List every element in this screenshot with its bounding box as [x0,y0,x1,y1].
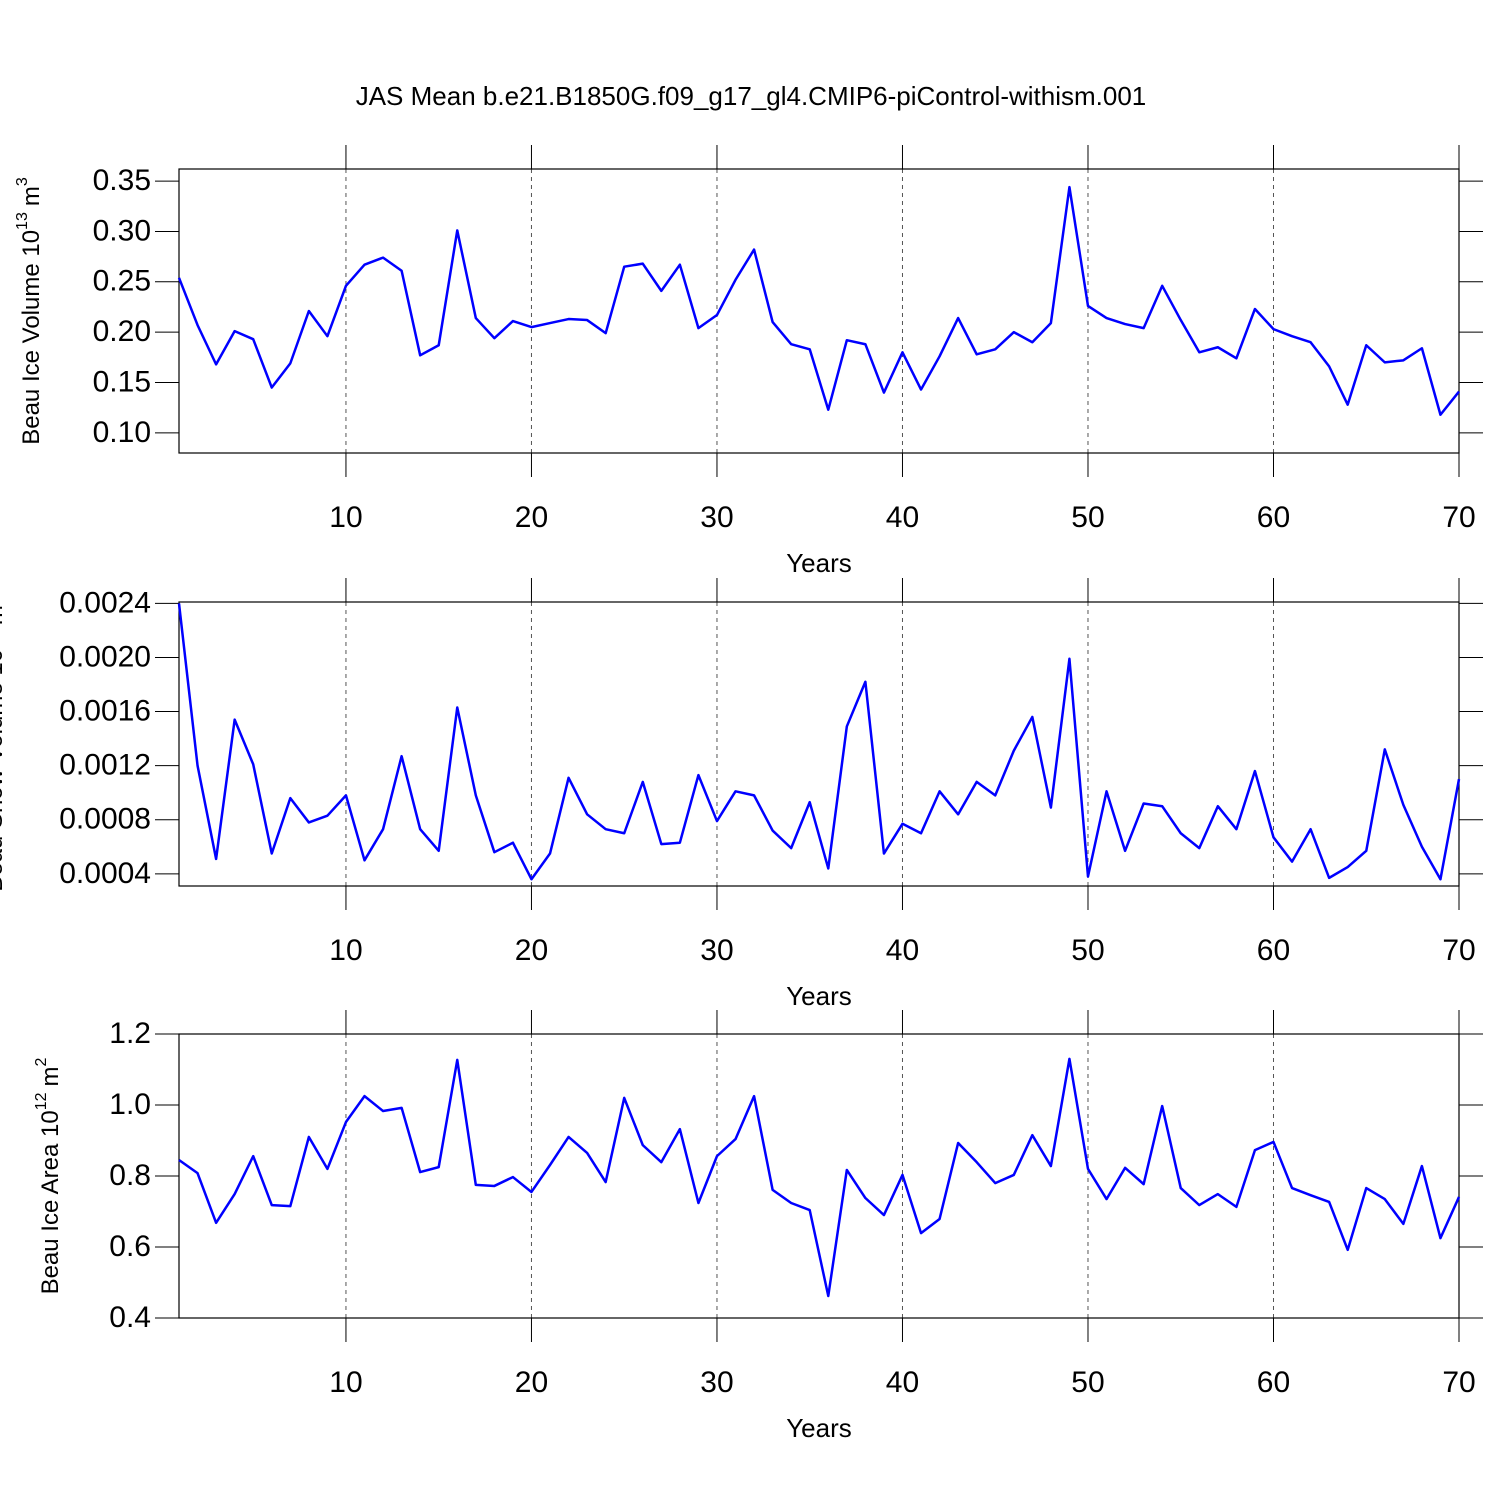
y-axis-label: Beau Ice Area 1012 m2 [33,1057,64,1294]
y-axis-label-unit-sup: 2 [33,1057,50,1066]
x-tick-label: 10 [329,934,362,967]
y-axis-label-unit: m [18,186,45,206]
x-tick-label: 30 [700,1366,733,1399]
x-tick-label: 70 [1442,501,1475,534]
x-axis-label: Years [786,1413,852,1443]
y-tick-label: 0.35 [93,164,151,197]
y-axis-label-text: Beau Ice Volume 10 [18,230,45,445]
y-tick-label: 0.25 [93,265,151,298]
x-axis-label: Years [786,981,852,1011]
x-tick-label: 20 [515,501,548,534]
y-tick-label: 0.0004 [59,857,151,890]
x-tick-label: 30 [700,501,733,534]
y-axis-label-sup: 12 [33,1092,50,1110]
plot-frame [178,1033,1460,1319]
plot-frame [178,601,1460,887]
y-tick-label: 0.15 [93,365,151,398]
y-tick-label: 1.0 [109,1088,151,1121]
y-tick-label: 0.20 [93,315,151,348]
x-tick-label: 50 [1071,1366,1104,1399]
y-tick-label: 0.0020 [59,640,151,673]
x-tick-label: 50 [1071,501,1104,534]
plot-frame [178,168,1460,454]
y-tick-label: 1.2 [109,1017,151,1050]
y-tick-label: 0.0016 [59,694,151,727]
x-tick-label: 70 [1442,1366,1475,1399]
y-tick-label: 0.4 [109,1301,151,1334]
y-tick-label: 0.10 [93,416,151,449]
x-tick-label: 70 [1442,934,1475,967]
x-tick-label: 40 [886,1366,919,1399]
y-tick-label: 0.0024 [59,586,151,619]
y-axis-label: Beau Ice Volume 1013 m3 [14,177,45,445]
y-tick-label: 0.30 [93,214,151,247]
x-tick-label: 40 [886,934,919,967]
x-tick-label: 60 [1257,501,1290,534]
x-tick-label: 60 [1257,934,1290,967]
y-tick-label: 0.0012 [59,749,151,782]
y-tick-label: 0.0008 [59,803,151,836]
x-axis-label: Years [786,548,852,578]
x-tick-label: 40 [886,501,919,534]
y-axis-label: Beau Snow Volume 1013m3 [0,596,8,892]
x-tick-label: 60 [1257,1366,1290,1399]
x-tick-label: 50 [1071,934,1104,967]
data-line [178,1057,1461,1298]
x-tick-label: 30 [700,934,733,967]
data-line [177,603,1461,881]
x-tick-label: 10 [329,501,362,534]
y-axis-label-sup: 13 [14,212,31,230]
y-axis-label-unit-sup: 3 [14,177,31,186]
x-tick-label: 20 [515,934,548,967]
y-axis-label-unit: m [0,605,8,625]
y-axis-label-text: Beau Ice Area 10 [37,1110,64,1294]
y-axis-label-text: Beau Snow Volume 10 [0,649,8,892]
y-tick-label: 0.6 [109,1230,151,1263]
y-tick-label: 0.8 [109,1159,151,1192]
chart-title: JAS Mean b.e21.B1850G.f09_g17_gl4.CMIP6-… [356,81,1147,111]
x-tick-label: 20 [515,1366,548,1399]
y-axis-label-unit: m [37,1066,64,1086]
data-line [177,185,1460,416]
x-tick-label: 10 [329,1366,362,1399]
